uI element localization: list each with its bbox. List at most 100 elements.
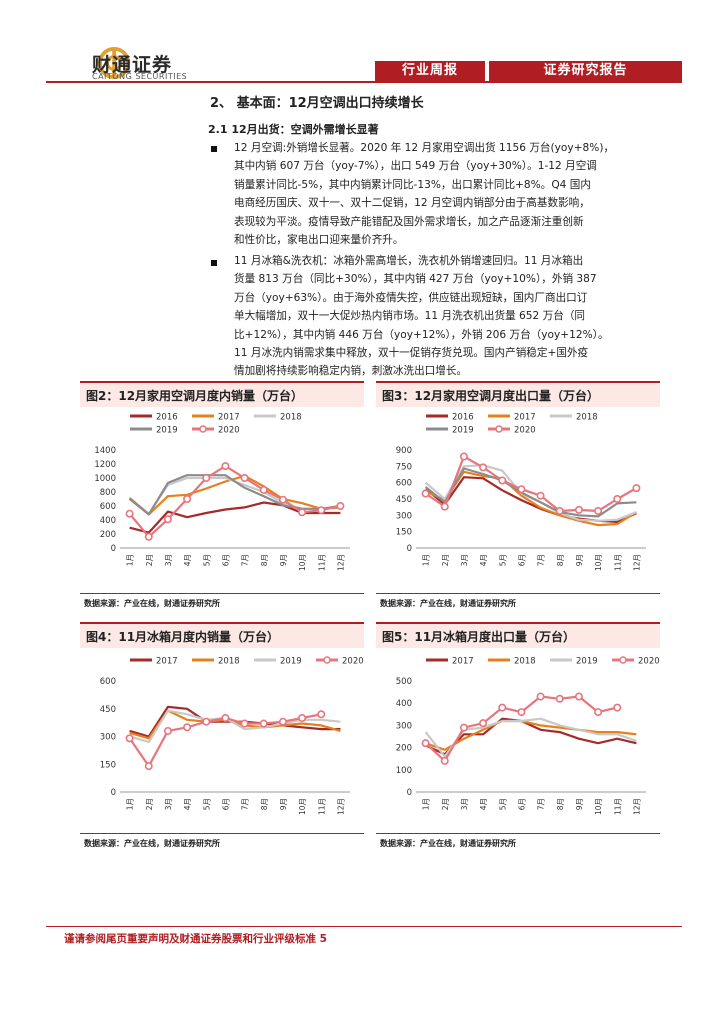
data-point-2020 (613, 495, 622, 504)
legend-label: 2020 (342, 657, 364, 667)
figure-2-title: 图2：12月家用空调月度内销量（万台） (80, 381, 364, 407)
x-tick-label: 4月 (183, 554, 192, 566)
x-tick-label: 10月 (594, 798, 603, 815)
x-tick-label: 9月 (575, 798, 584, 810)
chart-fridge-export: 2017 2018 2019 2020 0 100 200 300 400 500 1月 2月 3月 4月… (396, 656, 660, 815)
x-tick-label: 4月 (479, 554, 488, 566)
data-point-2020 (459, 452, 468, 461)
text-line: 其中内销 607 万台（yoy-7%），出口 549 万台（yoy+30%）。1… (234, 160, 597, 173)
x-tick-label: 8月 (260, 798, 269, 810)
header-divider (46, 81, 682, 83)
data-point-2020 (317, 710, 326, 719)
data-point-2020 (594, 506, 603, 515)
legend-label: 2017 (514, 413, 536, 423)
data-point-2020 (517, 485, 526, 494)
legend-label: 2020 (218, 426, 240, 436)
data-point-2020 (144, 532, 153, 541)
x-tick-label: 12月 (336, 798, 345, 815)
x-tick-label: 5月 (498, 554, 507, 566)
x-tick-label: 2月 (441, 554, 450, 566)
y-tick-label: 150 (396, 528, 412, 538)
data-point-2020 (336, 502, 345, 511)
legend-marker (495, 425, 503, 433)
data-point-2020 (574, 505, 583, 514)
x-tick-label: 4月 (183, 798, 192, 810)
figure-4-source: 数据来源：产业在线，财通证券研究所 (84, 839, 220, 848)
x-tick-label: 4月 (479, 798, 488, 810)
figure-5-source: 数据来源：产业在线，财通证券研究所 (380, 839, 516, 848)
y-tick-label: 0 (111, 544, 116, 554)
x-tick-label: 6月 (517, 554, 526, 566)
data-point-2020 (440, 756, 449, 765)
text-line: 11 月冰洗内销需求集中释放，双十一促销存货兑现。国内产销稳定+国外疫 (234, 347, 589, 360)
data-point-2020 (517, 708, 526, 717)
figure-3-title: 图3：12月家用空调月度出口量（万台） (376, 381, 660, 407)
data-point-2020 (183, 723, 192, 732)
data-point-2020 (221, 713, 230, 722)
legend-label: 2018 (514, 657, 536, 667)
series-line-2018 (425, 719, 637, 751)
data-point-2020 (183, 495, 192, 504)
data-point-2020 (459, 723, 468, 732)
legend-label: 2019 (452, 426, 474, 436)
data-point-2020 (240, 474, 249, 483)
x-tick-label: 10月 (298, 798, 307, 815)
y-tick-label: 300 (100, 733, 116, 743)
data-point-2020 (317, 506, 326, 515)
paragraph-aircon: 12 月空调:外销增长显著。2020 年 12 月家用空调出货 1156 万台(… (234, 139, 668, 249)
data-point-2020 (298, 508, 307, 517)
y-tick-label: 900 (396, 446, 412, 456)
x-tick-label: 1月 (126, 554, 135, 566)
y-tick-label: 200 (396, 744, 412, 754)
x-tick-label: 5月 (202, 554, 211, 566)
text-line: 情加剧将持续影响稳定内销，刺激冰洗出口增长。 (234, 365, 468, 378)
x-tick-label: 8月 (556, 798, 565, 810)
text-line: 电商经历国庆、双十一、双十二促销，12 月空调内销部分由于高基数影响， (234, 197, 590, 210)
data-point-2020 (498, 476, 507, 485)
legend-label: 2017 (218, 413, 240, 423)
x-tick-label: 6月 (221, 798, 230, 810)
x-tick-label: 11月 (613, 554, 622, 571)
y-tick-label: 450 (100, 705, 116, 715)
x-tick-label: 2月 (145, 798, 154, 810)
legend-marker (199, 425, 207, 433)
x-tick-label: 1月 (422, 798, 431, 810)
legend-label: 2018 (280, 413, 302, 423)
legend-label: 2020 (638, 657, 660, 667)
x-tick-label: 3月 (460, 554, 469, 566)
y-tick-label: 500 (396, 677, 412, 687)
paragraph-fridge-washer: 11 月冰箱&洗衣机：冰箱外需高增长，洗衣机外销增速回归。11 月冰箱出 货量 … (234, 252, 668, 381)
data-point-2020 (163, 515, 172, 524)
data-point-2020 (536, 692, 545, 701)
series-line-2017 (128, 474, 341, 516)
series-line-2016 (424, 476, 637, 523)
legend-label: 2020 (514, 426, 536, 436)
logo-name: 财通证券 (92, 54, 173, 76)
data-point-2020 (278, 717, 287, 726)
y-tick-label: 0 (407, 544, 412, 554)
x-tick-label: 10月 (298, 554, 307, 571)
data-point-2020 (202, 717, 211, 726)
x-tick-label: 7月 (537, 554, 546, 566)
data-point-2020 (479, 719, 488, 728)
legend-label: 2017 (452, 657, 474, 667)
y-tick-label: 800 (100, 488, 116, 498)
data-point-2020 (632, 484, 641, 493)
data-point-2020 (613, 703, 622, 712)
footer-disclaimer: 谨请参阅尾页重要声明及财通证券股票和行业评级标准 5 (64, 933, 327, 945)
data-point-2020 (259, 485, 268, 494)
text-line: 货量 813 万台（同比+30%），其中内销 427 万台（yoy+10%），外… (234, 273, 597, 286)
text-line: 和性价比，家电出口迎来量价齐升。 (234, 234, 404, 247)
text-line: 万台（yoy+63%）。由于海外疫情失控，供应链出现短缺，国内厂商出口订 (234, 291, 588, 304)
text-line: 11 月冰箱&洗衣机：冰箱外需高增长，洗衣机外销增速回归。11 月冰箱出 (234, 255, 584, 267)
footer-divider (46, 926, 682, 927)
legend-label: 2016 (452, 413, 474, 423)
text-line: 表现较为平淡。疫情导致产能错配及国外需求增长，加之产品逐渐注重创新 (234, 215, 584, 228)
data-point-2020 (240, 719, 249, 728)
series-line-2020 (424, 695, 618, 762)
report-type-tag: 行业周报 (375, 61, 485, 81)
text-line: 单大幅增加，双十一大促炒热内销市场。11 月洗衣机出货量 652 万台（同 (234, 310, 586, 323)
legend-marker (619, 656, 627, 664)
data-point-2020 (421, 489, 430, 498)
y-tick-label: 1000 (94, 474, 116, 484)
